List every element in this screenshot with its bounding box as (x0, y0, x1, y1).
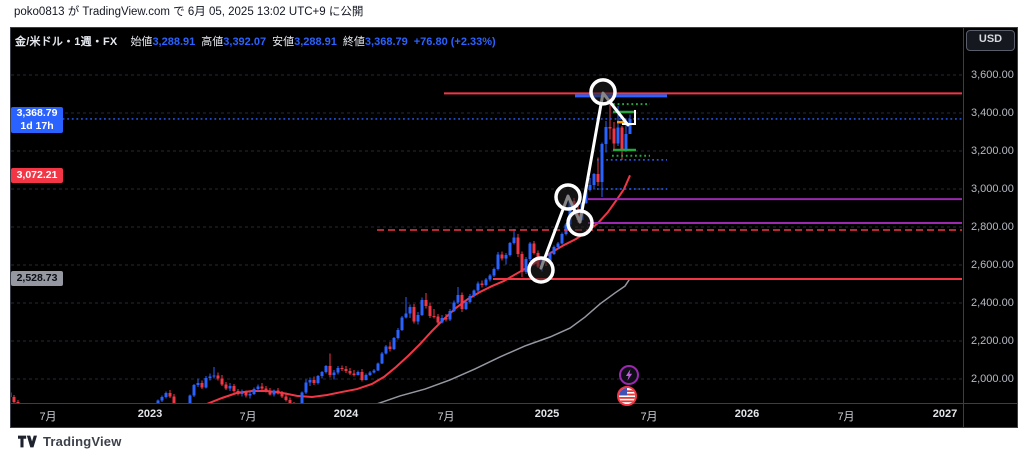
last-price-badge: 3,368.79 1d 17h (11, 106, 63, 133)
price-tick-label: 3,600.00 (971, 69, 1014, 81)
lightning-event-icon[interactable] (618, 364, 640, 386)
price-tick-label: 2,600.00 (971, 259, 1014, 271)
ma-slow-price-badge: 2,528.73 (11, 271, 63, 287)
price-tick-label: 2,000.00 (971, 373, 1014, 385)
ohlc-label: 始値 (130, 36, 153, 48)
ohlc-value: 3,288.91 (152, 36, 196, 48)
ohlc-values: 始値3,288.91 高値3,392.07 安値3,288.91 終値3,368.79 (124, 36, 407, 48)
publish-info: poko0813 が TradingView.com で 6月 05, 2025… (14, 6, 364, 18)
ohlc-label: 終値 (342, 36, 365, 48)
price-chart-canvas[interactable] (11, 28, 1017, 427)
time-tick-month: 7月 (39, 411, 57, 423)
tradingview-logo-icon[interactable] (18, 435, 37, 448)
time-tick-year: 2026 (734, 408, 760, 420)
us-flag-event-icon[interactable] (616, 385, 638, 407)
ohlc-label: 高値 (201, 36, 224, 48)
time-tick-month: 7月 (640, 411, 658, 423)
time-tick-month: 7月 (239, 411, 257, 423)
ohlc-value: 3,368.79 (364, 36, 408, 48)
price-tick-label: 3,200.00 (971, 145, 1014, 157)
change-value: +76.80 (+2.33%) (413, 36, 496, 48)
time-tick-year: 2024 (333, 408, 359, 420)
ohlc-label: 安値 (272, 36, 295, 48)
time-tick-month: 7月 (437, 411, 455, 423)
price-tick-label: 3,000.00 (971, 183, 1014, 195)
last-price-value: 3,368.79 (16, 106, 58, 119)
price-tick-label: 2,200.00 (971, 335, 1014, 347)
time-tick-year: 2025 (534, 408, 560, 420)
footer: TradingView (18, 434, 122, 449)
time-tick-month: 7月 (837, 411, 855, 423)
ma-fast-price-badge: 3,072.21 (11, 167, 63, 183)
time-tick-year: 2023 (137, 408, 163, 420)
ohlc-value: 3,288.91 (294, 36, 337, 48)
tradingview-brand-link[interactable]: TradingView (43, 434, 122, 449)
ohlc-value: 3,392.07 (223, 36, 267, 48)
chart-widget: 金/米ドル・1週・FX 始値3,288.91 高値3,392.07 安値3,288.9… (10, 27, 1018, 428)
price-tick-label: 2,400.00 (971, 297, 1014, 309)
price-axis[interactable]: 3,600.00 3,400.00 3,200.00 3,000.00 2,800.00… (964, 28, 1017, 404)
time-axis[interactable]: 7月 2023 7月 2024 7月 2025 7月 2026 7月 2027 (11, 404, 1017, 427)
symbol-title: 金/米ドル・1週・FX (15, 36, 118, 48)
bar-countdown: 1d 17h (20, 119, 54, 132)
currency-usd-button[interactable]: USD (966, 30, 1015, 51)
price-tick-label: 2,800.00 (971, 221, 1014, 233)
symbol-legend: 金/米ドル・1週・FX 始値3,288.91 高値3,392.07 安値3,288.9… (15, 33, 496, 49)
time-tick-year: 2027 (932, 408, 958, 420)
price-tick-label: 3,400.00 (971, 107, 1014, 119)
